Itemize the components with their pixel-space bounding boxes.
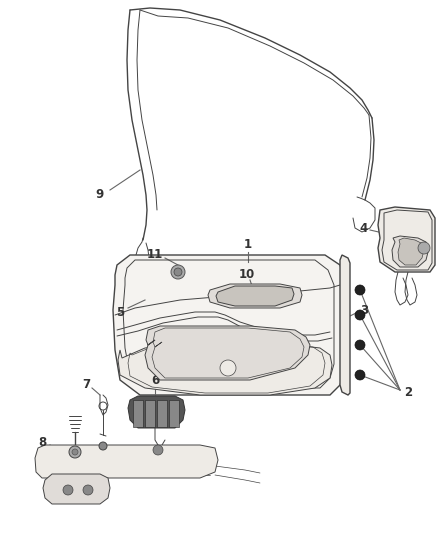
Polygon shape <box>208 284 302 308</box>
Polygon shape <box>378 207 435 272</box>
Circle shape <box>99 442 107 450</box>
Circle shape <box>153 445 163 455</box>
Text: 9: 9 <box>96 189 104 201</box>
Circle shape <box>69 446 81 458</box>
Polygon shape <box>133 400 143 427</box>
Circle shape <box>72 449 78 455</box>
Polygon shape <box>340 255 350 395</box>
Polygon shape <box>157 400 167 427</box>
Polygon shape <box>169 400 179 427</box>
Circle shape <box>220 360 236 376</box>
Polygon shape <box>398 238 424 265</box>
Circle shape <box>355 285 365 295</box>
Polygon shape <box>145 400 155 427</box>
Text: 8: 8 <box>38 435 46 448</box>
Text: 3: 3 <box>360 303 368 317</box>
Text: 2: 2 <box>404 386 412 400</box>
Polygon shape <box>113 255 345 395</box>
Text: 7: 7 <box>82 377 90 391</box>
Polygon shape <box>392 236 428 267</box>
Circle shape <box>355 370 365 380</box>
Polygon shape <box>216 286 294 306</box>
Text: 5: 5 <box>116 305 124 319</box>
Polygon shape <box>43 474 110 504</box>
Polygon shape <box>35 445 218 478</box>
Circle shape <box>174 268 182 276</box>
Text: 4: 4 <box>360 222 368 235</box>
Circle shape <box>83 485 93 495</box>
Circle shape <box>418 242 430 254</box>
Text: 6: 6 <box>151 374 159 386</box>
Polygon shape <box>128 396 185 428</box>
Polygon shape <box>145 326 310 380</box>
Text: 11: 11 <box>147 247 163 261</box>
Text: 1: 1 <box>244 238 252 252</box>
Circle shape <box>355 310 365 320</box>
Polygon shape <box>118 342 332 395</box>
Circle shape <box>63 485 73 495</box>
Text: 10: 10 <box>239 269 255 281</box>
Circle shape <box>171 265 185 279</box>
Circle shape <box>355 340 365 350</box>
